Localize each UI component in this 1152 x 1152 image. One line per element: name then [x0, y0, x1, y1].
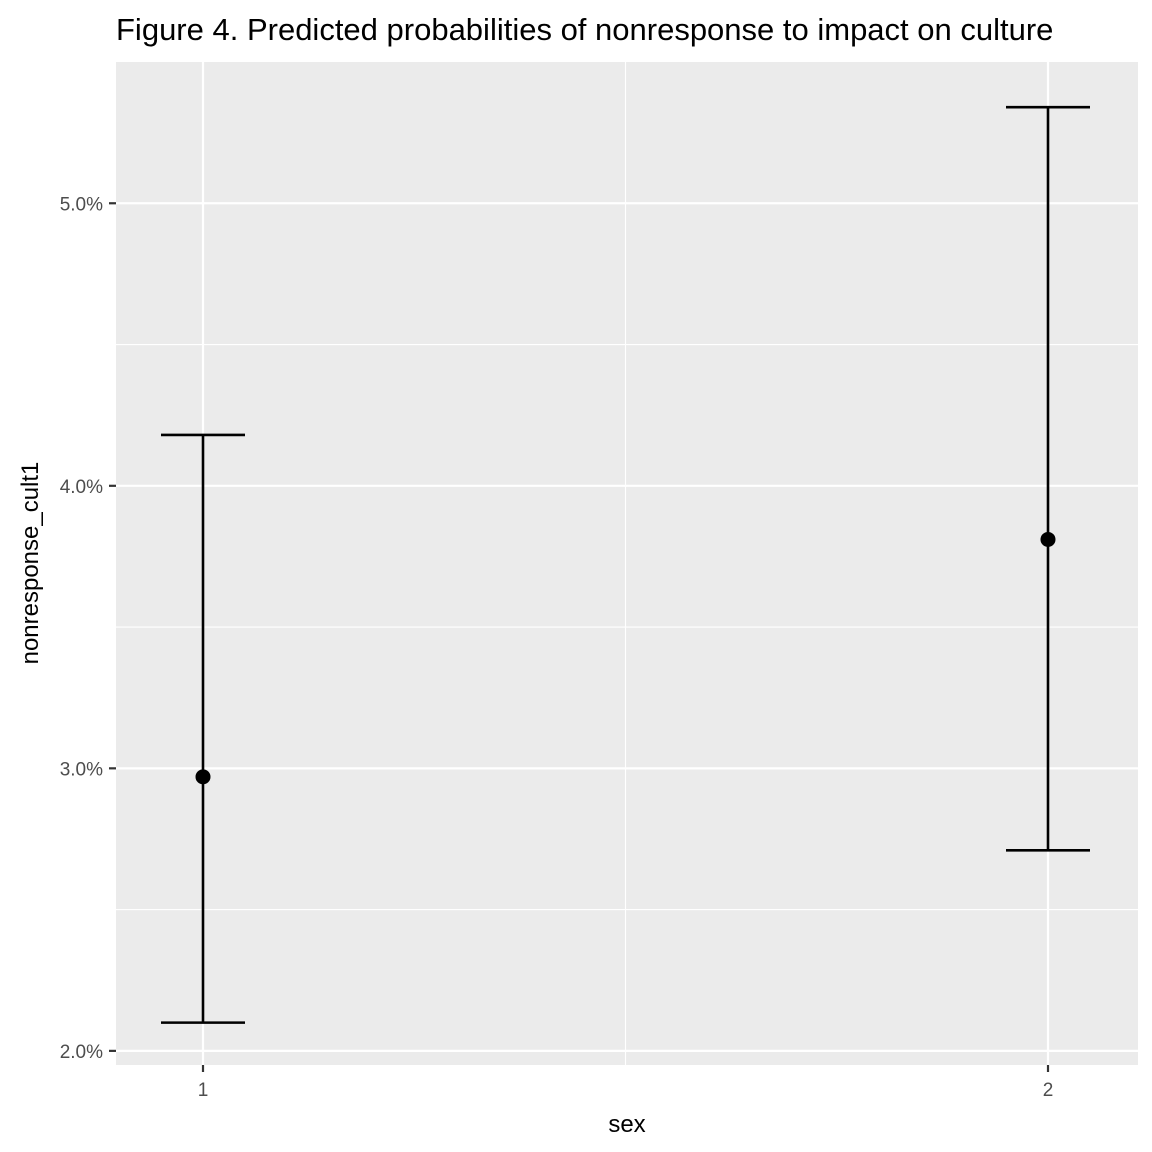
chart-title: Figure 4. Predicted probabilities of non…: [116, 12, 1053, 47]
y-axis: 2.0% 3.0% 4.0% 5.0%: [60, 194, 116, 1063]
y-axis-title: nonresponse_cult1: [17, 462, 44, 665]
y-tick-label: 5.0%: [60, 194, 103, 215]
y-tick-label: 4.0%: [60, 477, 103, 498]
x-axis-title: sex: [608, 1111, 645, 1138]
data-point: [1040, 531, 1056, 547]
y-tick-label: 2.0%: [60, 1042, 103, 1063]
x-tick-label: 1: [198, 1080, 209, 1101]
data-points: [195, 531, 1056, 785]
x-tick-label: 2: [1043, 1080, 1054, 1101]
error-bars: [161, 105, 1090, 1024]
data-point: [195, 769, 211, 785]
plot-panel: [116, 62, 1138, 1065]
y-tick-label: 3.0%: [60, 759, 103, 780]
